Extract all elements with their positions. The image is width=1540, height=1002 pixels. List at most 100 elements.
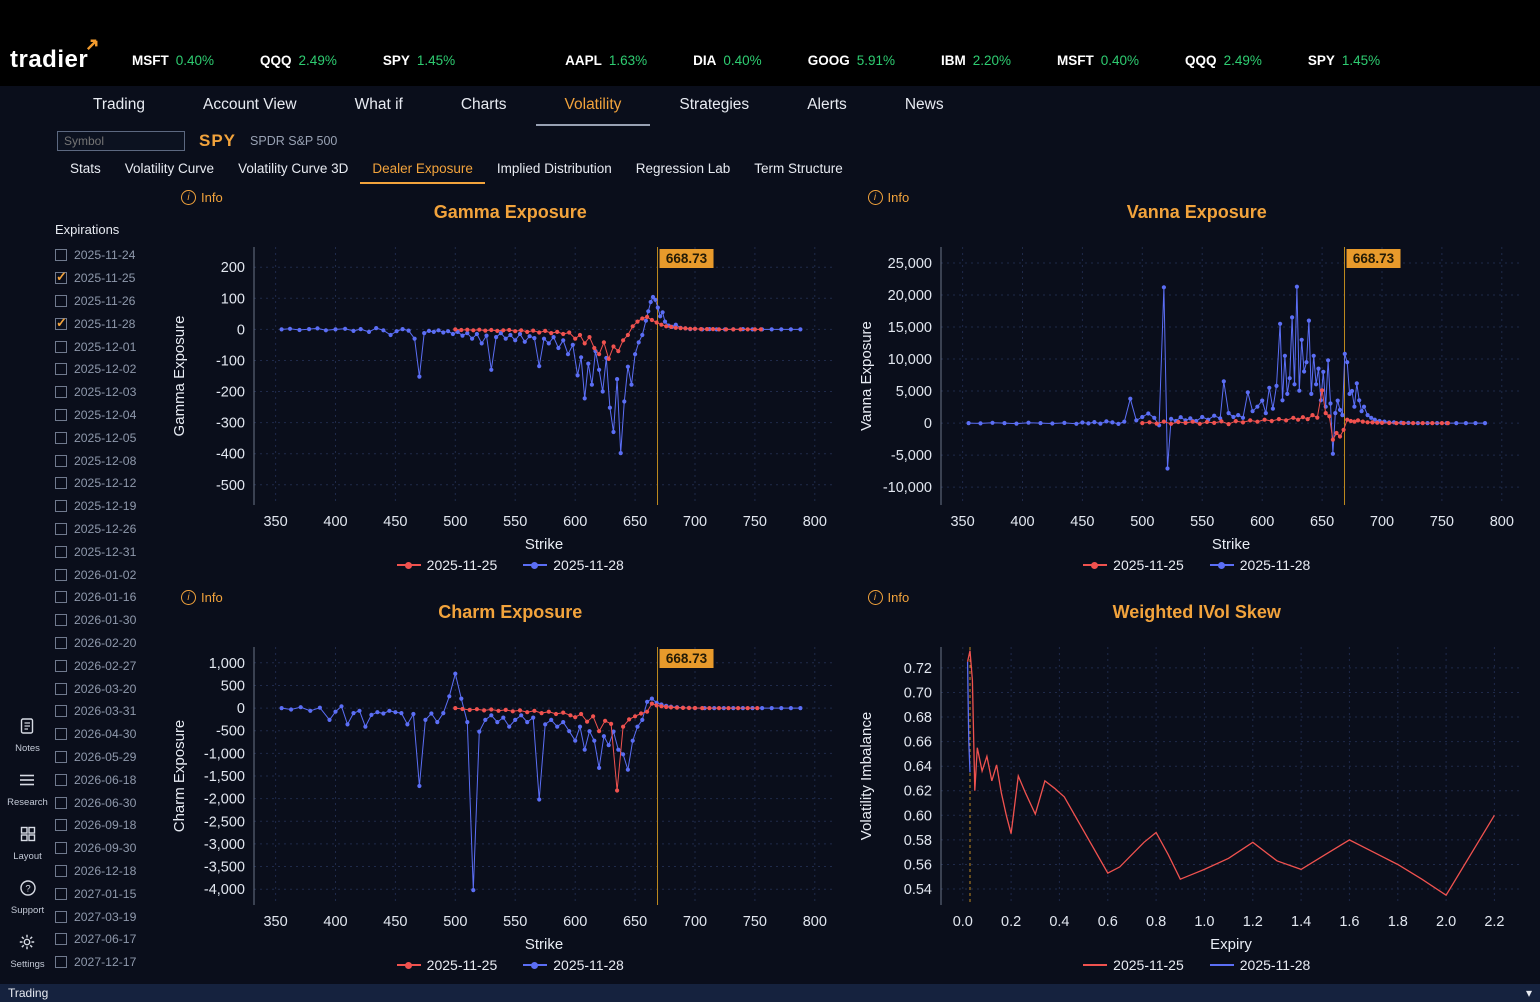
expiration-checkbox[interactable]: [55, 659, 67, 672]
expiration-checkbox[interactable]: [55, 933, 67, 946]
expiration-checkbox[interactable]: [55, 705, 67, 718]
expiration-row[interactable]: 2026-09-30: [55, 837, 167, 860]
expiration-checkbox[interactable]: [55, 591, 67, 604]
expiration-checkbox[interactable]: [55, 522, 67, 535]
nav-item-trading[interactable]: Trading: [93, 96, 145, 113]
expiration-row[interactable]: 2026-04-30: [55, 723, 167, 746]
expiration-checkbox[interactable]: [55, 842, 67, 855]
expiration-row[interactable]: 2027-12-17: [55, 951, 167, 974]
tab-stats[interactable]: Stats: [70, 161, 101, 176]
info-button[interactable]: i Info: [867, 190, 909, 205]
vanna-exposure-plot[interactable]: 350 400 450 500 550 600 650 700 750 800 25,000 20,0…: [857, 225, 1537, 557]
expiration-row[interactable]: 2026-03-31: [55, 700, 167, 723]
expiration-checkbox[interactable]: [55, 386, 67, 399]
tab-dealer-exposure[interactable]: Dealer Exposure: [360, 156, 485, 184]
nav-item-charts[interactable]: Charts: [460, 96, 507, 113]
tab-volatility-curve-3d[interactable]: Volatility Curve 3D: [238, 161, 349, 176]
expiration-checkbox[interactable]: [55, 340, 67, 353]
legend-item[interactable]: 2025-11-28: [523, 957, 624, 973]
expiration-checkbox[interactable]: [55, 315, 67, 331]
expiration-row[interactable]: 2027-03-19: [55, 905, 167, 928]
expiration-row[interactable]: 2025-12-04: [55, 404, 167, 427]
expiration-row[interactable]: 2027-06-17: [55, 928, 167, 951]
expiration-checkbox[interactable]: [55, 728, 67, 741]
expiration-row[interactable]: 2025-12-12: [55, 472, 167, 495]
expiration-checkbox[interactable]: [55, 956, 67, 969]
tool-research[interactable]: Research: [7, 771, 48, 808]
expiration-row[interactable]: 2026-03-20: [55, 677, 167, 700]
tab-term-structure[interactable]: Term Structure: [754, 161, 843, 176]
nav-item-alerts[interactable]: Alerts: [807, 96, 847, 113]
expiration-row[interactable]: 2025-12-05: [55, 426, 167, 449]
legend-item[interactable]: 2025-11-28: [523, 557, 624, 573]
expiration-row[interactable]: 2026-01-02: [55, 563, 167, 586]
expiration-row[interactable]: 2025-12-01: [55, 335, 167, 358]
expiration-row[interactable]: 2026-02-20: [55, 632, 167, 655]
tool-notes[interactable]: Notes: [15, 717, 40, 754]
symbol-input[interactable]: [57, 131, 185, 151]
expiration-checkbox[interactable]: [55, 682, 67, 695]
expiration-row[interactable]: 2025-11-25: [55, 267, 167, 290]
expiration-checkbox[interactable]: [55, 819, 67, 832]
nav-item-account-view[interactable]: Account View: [202, 96, 297, 113]
legend-item[interactable]: 2025-11-25: [396, 957, 497, 973]
legend-item[interactable]: 2025-11-28: [1209, 557, 1310, 573]
expiration-checkbox[interactable]: [55, 454, 67, 467]
legend-item[interactable]: 2025-11-25: [396, 557, 497, 573]
expiration-row[interactable]: 2025-12-31: [55, 540, 167, 563]
expiration-checkbox[interactable]: [55, 249, 67, 262]
expiration-row[interactable]: 2025-11-28: [55, 312, 167, 335]
legend-item[interactable]: 2025-11-28: [1209, 957, 1310, 973]
tool-layout[interactable]: Layout: [13, 825, 42, 862]
expiration-row[interactable]: 2026-12-18: [55, 860, 167, 883]
expiration-checkbox[interactable]: [55, 568, 67, 581]
expiration-row[interactable]: 2025-11-24: [55, 244, 167, 267]
expiration-row[interactable]: 2025-12-08: [55, 449, 167, 472]
info-button[interactable]: i Info: [181, 190, 223, 205]
expiration-row[interactable]: 2025-12-19: [55, 495, 167, 518]
expiration-row[interactable]: 2027-01-15: [55, 882, 167, 905]
expiration-row[interactable]: 2025-12-03: [55, 381, 167, 404]
charm-exposure-plot[interactable]: 350 400 450 500 550 600 650 700 750 800 1,000 500 0 -…: [170, 625, 850, 957]
expiration-row[interactable]: 2026-01-16: [55, 586, 167, 609]
tool-settings[interactable]: Settings: [10, 933, 45, 970]
expiration-checkbox[interactable]: [55, 408, 67, 421]
expiration-row[interactable]: 2026-06-18: [55, 768, 167, 791]
expiration-checkbox[interactable]: [55, 910, 67, 923]
nav-item-news[interactable]: News: [904, 96, 944, 113]
tab-regression-lab[interactable]: Regression Lab: [635, 161, 731, 176]
expiration-checkbox[interactable]: [55, 545, 67, 558]
expiration-checkbox[interactable]: [55, 864, 67, 877]
expiration-row[interactable]: 2026-09-18: [55, 814, 167, 837]
expiration-checkbox[interactable]: [55, 269, 67, 285]
expiration-row[interactable]: 2025-12-26: [55, 518, 167, 541]
expiration-row[interactable]: 2026-06-30: [55, 791, 167, 814]
status-bar-caret[interactable]: ▾: [1525, 986, 1532, 1000]
expiration-checkbox[interactable]: [55, 500, 67, 513]
expiration-checkbox[interactable]: [55, 796, 67, 809]
expiration-checkbox[interactable]: [55, 294, 67, 307]
gamma-exposure-plot[interactable]: 350 400 450 500 550 600 650 700 750 800 200 100 0 -10…: [170, 225, 850, 557]
expiration-row[interactable]: 2026-02-27: [55, 654, 167, 677]
expiration-row[interactable]: 2025-11-26: [55, 290, 167, 313]
nav-item-volatility[interactable]: Volatility: [535, 86, 651, 126]
weighted-ivol-skew-plot[interactable]: 0.0 0.2 0.4 0.6 0.8 1.0 1.2 1.4 1.6 1.8 2.0 2.2 0.72…: [857, 625, 1537, 957]
nav-item-what-if[interactable]: What if: [354, 96, 403, 113]
expiration-checkbox[interactable]: [55, 614, 67, 627]
expiration-checkbox[interactable]: [55, 887, 67, 900]
nav-item-strategies[interactable]: Strategies: [679, 96, 750, 113]
expiration-row[interactable]: 2026-01-30: [55, 609, 167, 632]
expiration-row[interactable]: 2025-12-02: [55, 358, 167, 381]
info-button[interactable]: i Info: [181, 590, 223, 605]
info-button[interactable]: i Info: [867, 590, 909, 605]
legend-item[interactable]: 2025-11-25: [1083, 957, 1184, 973]
expiration-row[interactable]: 2026-05-29: [55, 746, 167, 769]
tool-support[interactable]: ? Support: [11, 879, 44, 916]
expiration-checkbox[interactable]: [55, 477, 67, 490]
expiration-checkbox[interactable]: [55, 773, 67, 786]
expiration-checkbox[interactable]: [55, 363, 67, 376]
tab-volatility-curve[interactable]: Volatility Curve: [124, 161, 215, 176]
expiration-checkbox[interactable]: [55, 431, 67, 444]
expiration-checkbox[interactable]: [55, 750, 67, 763]
expiration-checkbox[interactable]: [55, 636, 67, 649]
